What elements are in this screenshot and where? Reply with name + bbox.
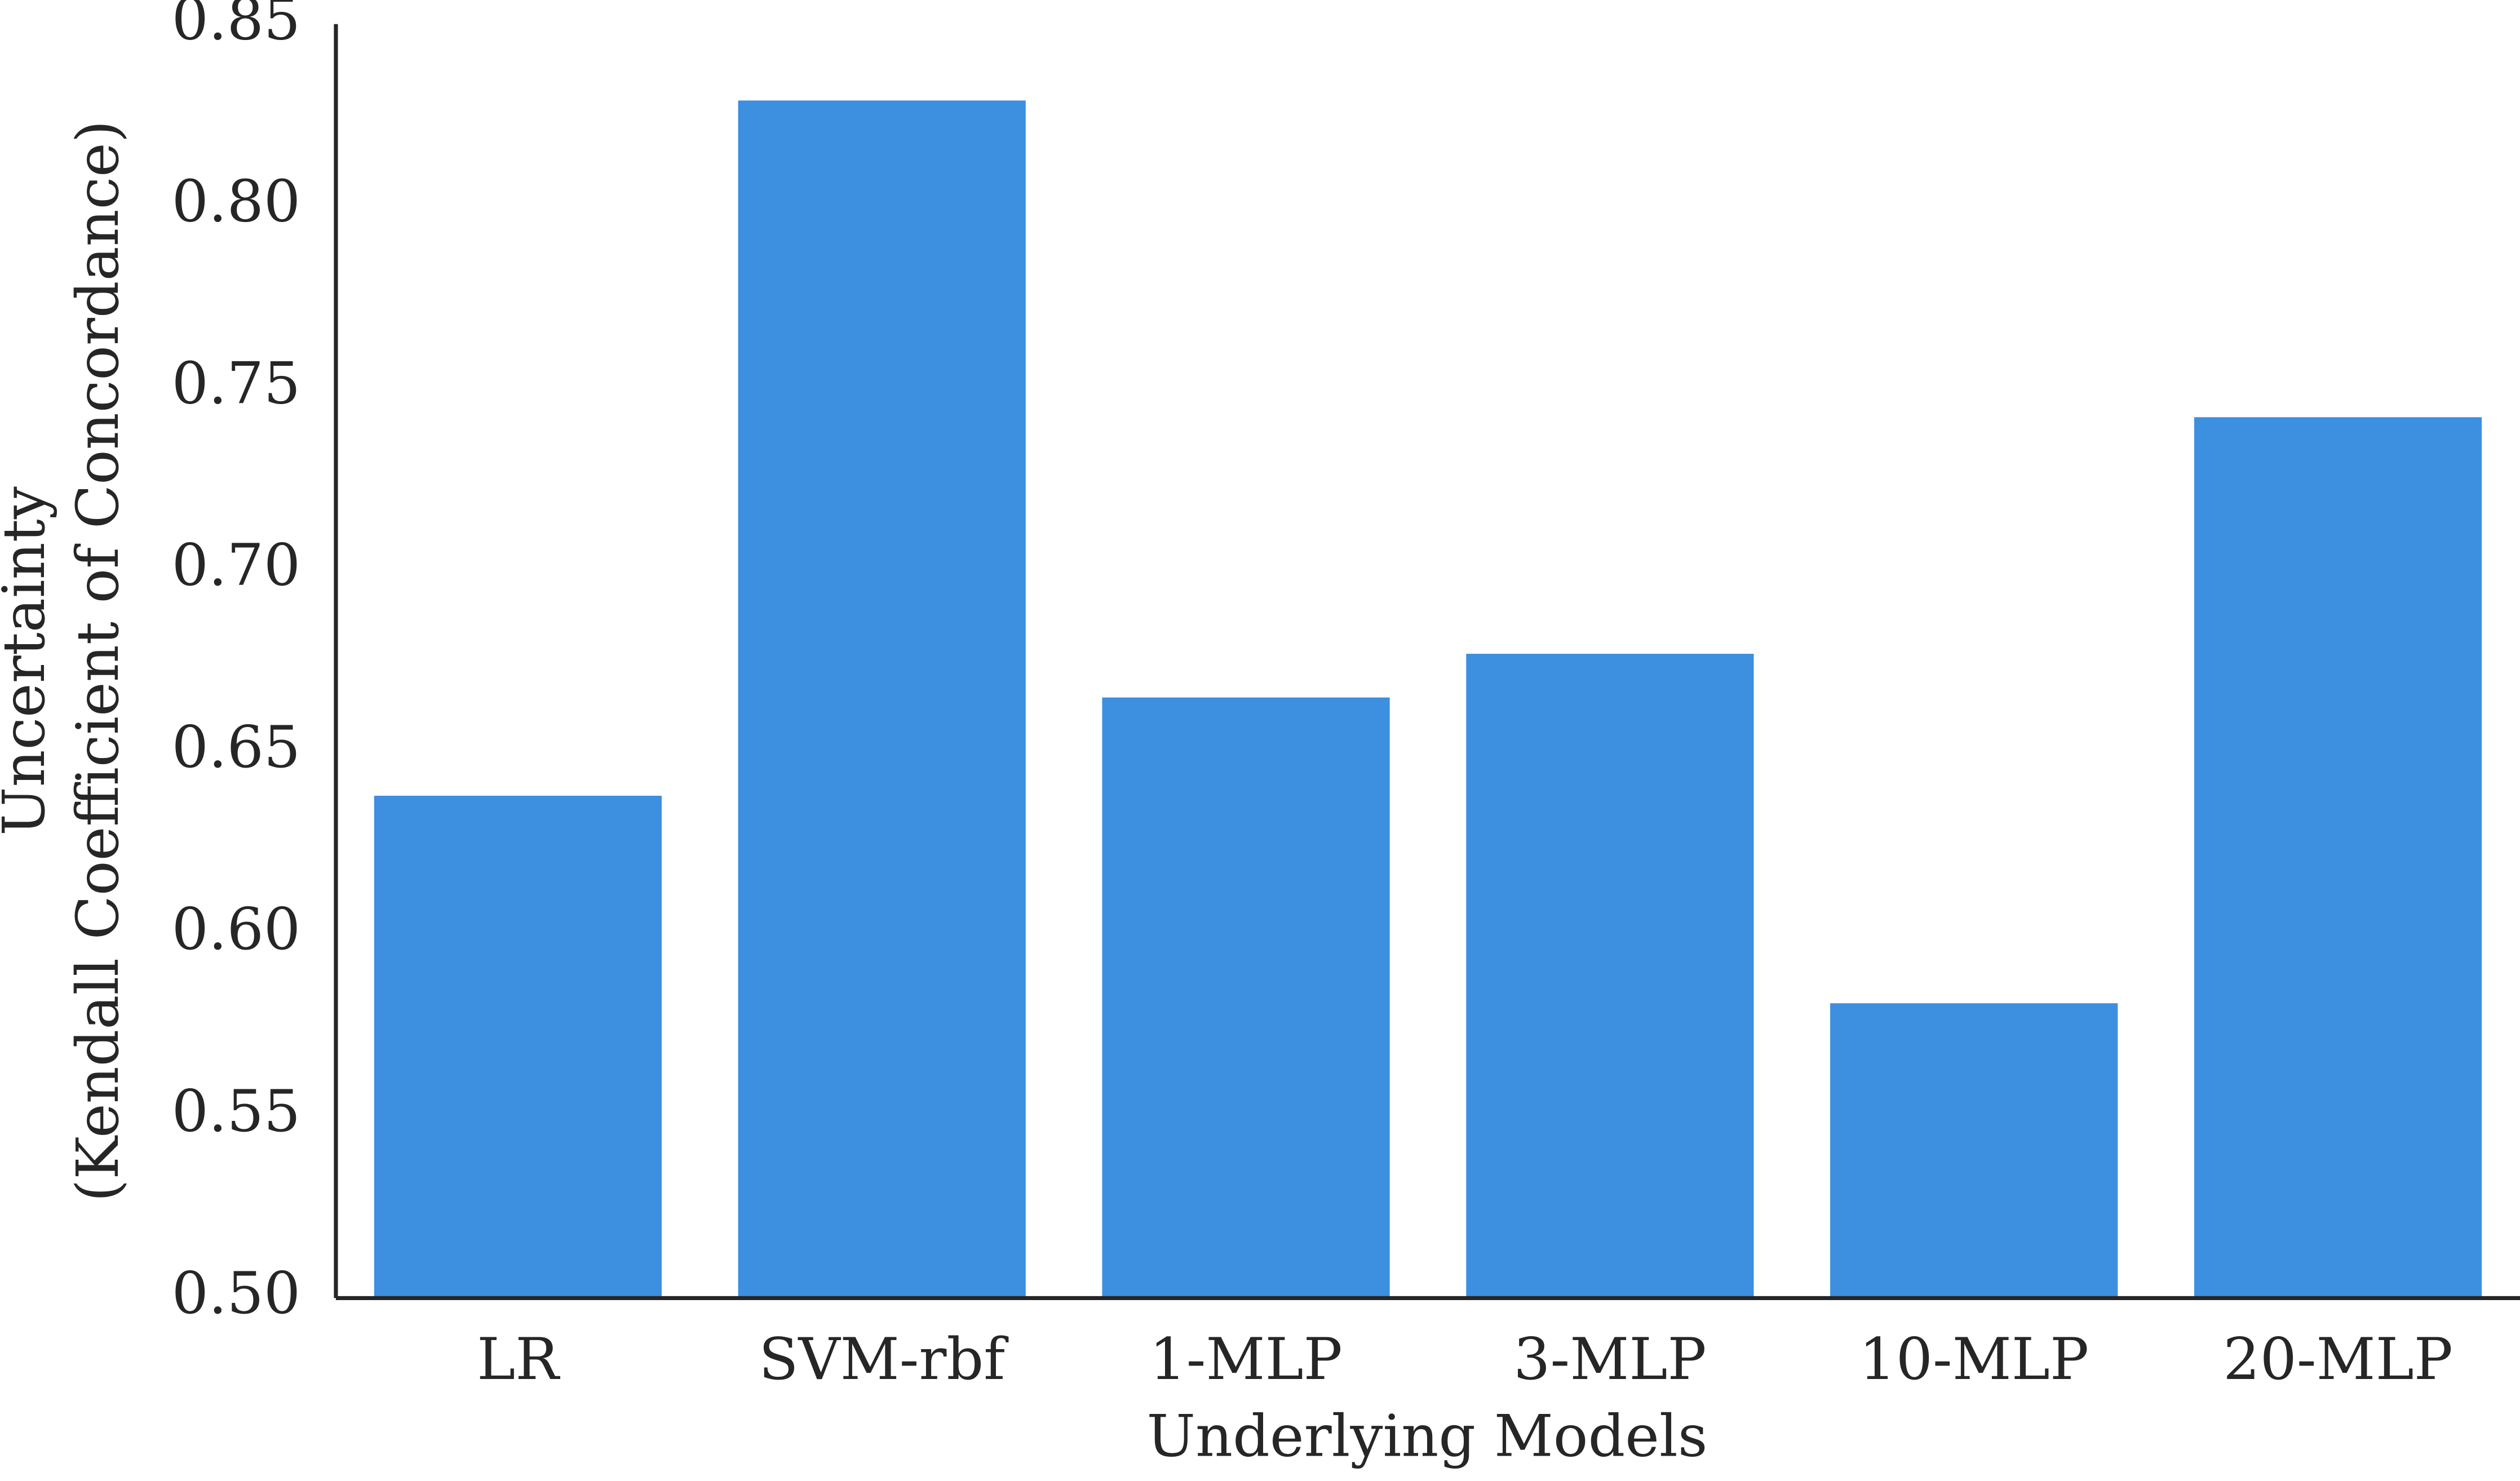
y-tick-label: 0.80 [172,168,301,235]
bar [374,796,662,1298]
bar [1830,1003,2118,1298]
y-axis-label: (Kendall Coefficient of Concordance) [65,120,132,1201]
bar [1102,697,1390,1298]
y-tick-label: 0.85 [172,0,301,53]
y-tick-label: 0.50 [172,1260,301,1327]
y-tick-label: 0.70 [172,532,301,599]
x-axis-label: Underlying Models [1147,1403,1708,1470]
bar [738,100,1026,1298]
y-tick-label: 0.60 [172,896,301,963]
y-tick-label: 0.75 [172,350,301,417]
bar [1466,654,1754,1298]
bar [2194,417,2482,1298]
x-tick-label: 10-MLP [1859,1326,2089,1393]
y-axis-label: Uncertainty [0,486,58,836]
x-tick-label: 3-MLP [1513,1326,1706,1393]
x-tick-label: 20-MLP [2223,1326,2453,1393]
y-tick-label: 0.55 [172,1078,301,1145]
x-tick-label: LR [477,1326,560,1393]
x-tick-label: 1-MLP [1149,1326,1342,1393]
y-tick-label: 0.65 [172,714,301,781]
x-tick-label: SVM-rbf [759,1326,1009,1393]
